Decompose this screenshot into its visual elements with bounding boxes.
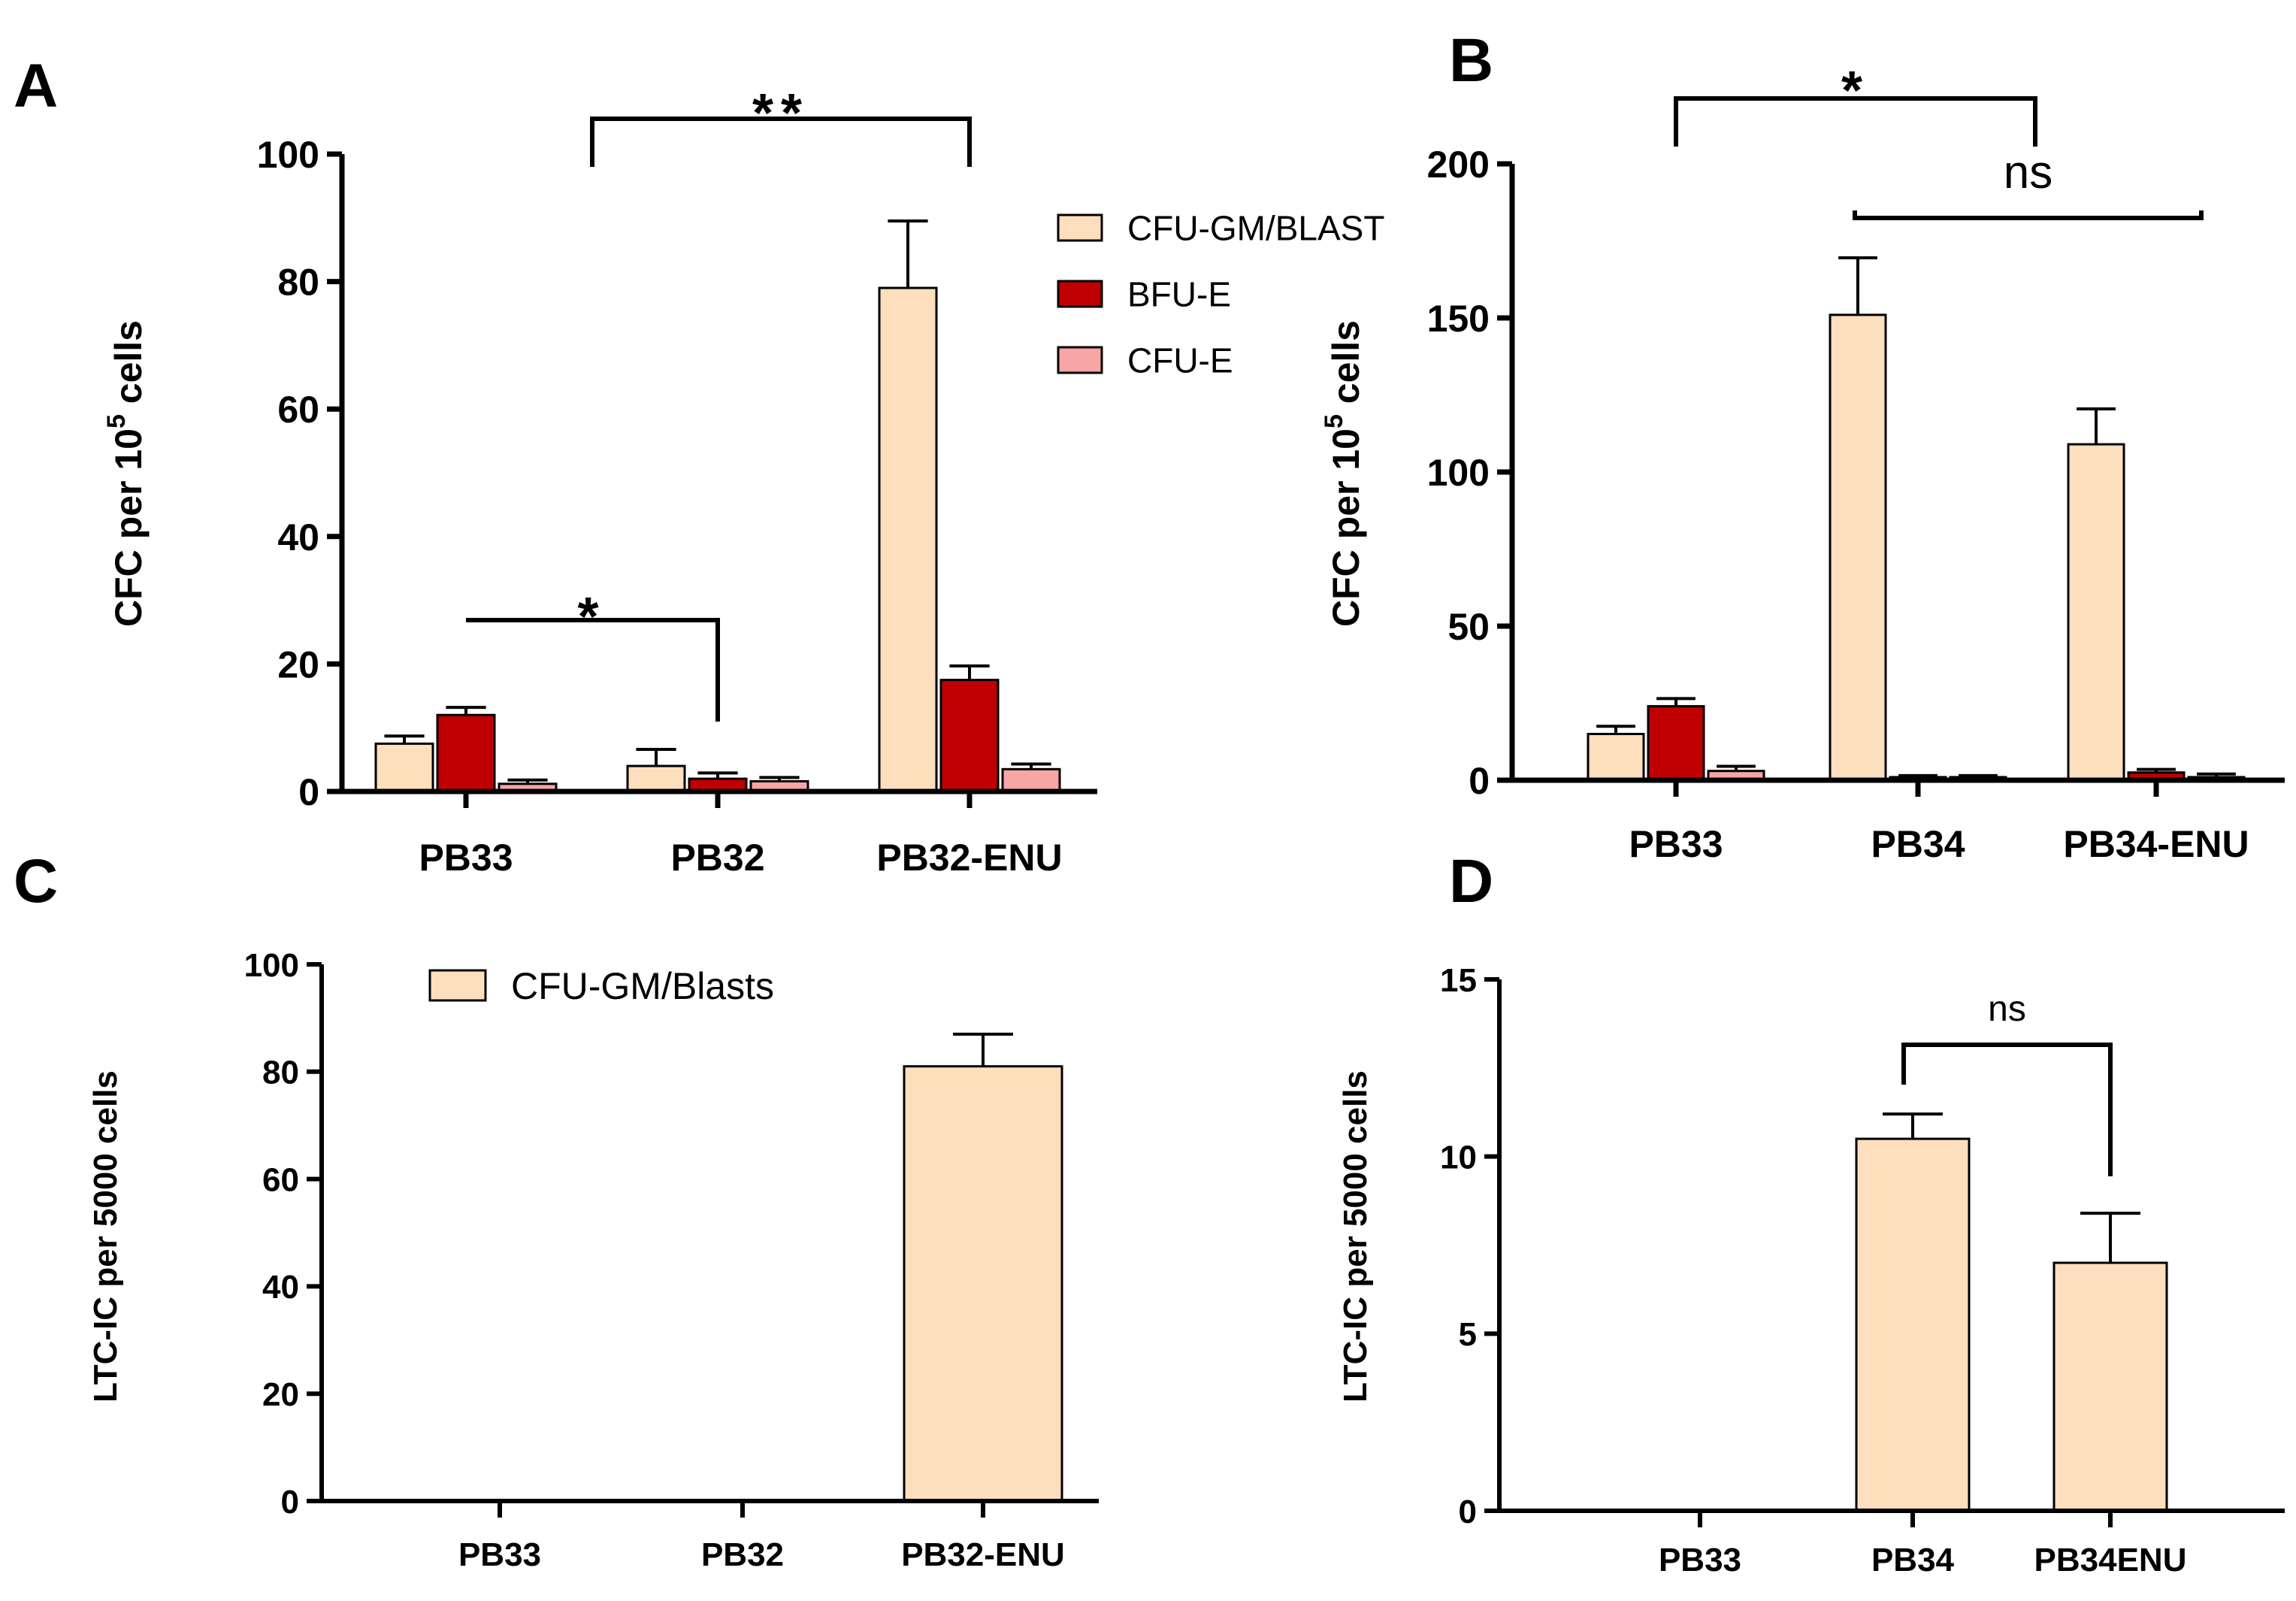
chart-panel-d: 0 5 10 15 PB33 PB34 PB34ENU ns bbox=[1440, 962, 2285, 1578]
y-tick-label: 100 bbox=[1427, 452, 1490, 494]
y-tick-label: 60 bbox=[277, 389, 319, 431]
significance-label: ** bbox=[752, 83, 809, 144]
y-axis-title-b-base: CFC per 10 bbox=[1325, 428, 1367, 627]
y-axis-title-c: LTC-IC per 5000 cells bbox=[87, 1070, 124, 1403]
legend-label: CFU-GM/Blasts bbox=[511, 965, 774, 1007]
y-tick-label: 200 bbox=[1427, 144, 1490, 186]
bar-pb32-enu-series-0 bbox=[903, 1065, 1063, 1503]
panel-letter-d: D bbox=[1449, 847, 1493, 916]
legend-swatch bbox=[1057, 346, 1103, 374]
legend-swatch bbox=[1057, 280, 1103, 308]
legend-swatch bbox=[428, 969, 487, 1002]
y-tick-label: 0 bbox=[281, 1484, 299, 1521]
y-tick-label: 40 bbox=[262, 1269, 299, 1306]
legend: CFU-GM/Blasts bbox=[428, 965, 774, 1007]
significance-bracket bbox=[1901, 1043, 2113, 1176]
chart-panel-b: 0 50 100 150 200 PB33 PB34 PB34-ENU * ns bbox=[1427, 61, 2285, 865]
y-tick-label: 60 bbox=[262, 1161, 299, 1198]
y-tick-label: 20 bbox=[262, 1376, 299, 1413]
x-tick-label: PB33 bbox=[1629, 823, 1723, 865]
panel-letter-b: B bbox=[1449, 26, 1493, 95]
x-tick-label: PB32-ENU bbox=[901, 1536, 1065, 1573]
bar-pb34enu-series-0 bbox=[2052, 1261, 2168, 1512]
y-tick-label: 150 bbox=[1427, 298, 1490, 340]
y-tick-label: 0 bbox=[1459, 1494, 1477, 1530]
bar-pb32-enu-series-1 bbox=[939, 679, 1000, 793]
legend-swatch bbox=[1057, 213, 1103, 242]
y-tick-label: 50 bbox=[1447, 606, 1490, 648]
y-tick-label: 100 bbox=[257, 134, 319, 176]
y-axis-title-a-tail: cells bbox=[107, 320, 150, 414]
x-tick-label: PB33 bbox=[458, 1536, 541, 1573]
legend-label: CFU-GM/BLAST bbox=[1127, 209, 1384, 248]
x-tick-label: PB34ENU bbox=[2034, 1542, 2187, 1578]
x-tick-label: PB32 bbox=[701, 1536, 784, 1573]
bar-pb34-series-0 bbox=[1855, 1137, 1971, 1512]
bar-pb33-series-0 bbox=[1587, 733, 1645, 782]
y-tick-label: 20 bbox=[277, 643, 319, 685]
legend-label: BFU-E bbox=[1127, 275, 1231, 314]
significance-bracket bbox=[1853, 210, 2204, 220]
bar-pb32-enu-series-0 bbox=[878, 286, 938, 793]
x-tick-label: PB33 bbox=[419, 837, 513, 879]
x-tick-label: PB34-ENU bbox=[2063, 823, 2249, 865]
y-axis-title-b-sup: 5 bbox=[1320, 414, 1348, 428]
bar-pb32-series-0 bbox=[626, 764, 686, 793]
x-tick-label: PB32-ENU bbox=[876, 837, 1062, 879]
significance-label: * bbox=[577, 587, 606, 647]
significance-bracket bbox=[1674, 96, 2037, 147]
y-tick-label: 80 bbox=[262, 1055, 299, 1091]
y-tick-label: 5 bbox=[1459, 1316, 1477, 1353]
y-axis-title-b: CFC per 105 cells bbox=[1320, 320, 1367, 627]
bar-pb32-enu-series-2 bbox=[1001, 767, 1061, 793]
legend-label: CFU-E bbox=[1127, 341, 1233, 380]
significance-bracket bbox=[466, 618, 720, 722]
x-tick-label: PB33 bbox=[1659, 1542, 1741, 1578]
y-tick-label: 40 bbox=[277, 516, 319, 558]
significance-bracket bbox=[590, 117, 972, 167]
bar-pb34-series-0 bbox=[1829, 313, 1887, 782]
significance-label: ns bbox=[1988, 989, 2026, 1029]
chart-panel-c: 0 20 40 60 80 100 PB33 PB32 PB32-ENU CFU-GM/Blast… bbox=[244, 947, 1099, 1573]
x-tick-label: PB34 bbox=[1871, 823, 1965, 865]
panel-letter-a: A bbox=[14, 52, 58, 120]
panel-letter-c: C bbox=[14, 847, 58, 916]
significance-label: ns bbox=[2004, 147, 2052, 198]
y-tick-label: 15 bbox=[1440, 962, 1477, 999]
significance-label: * bbox=[1841, 61, 1870, 121]
bar-pb33-series-0 bbox=[374, 742, 434, 793]
y-axis-title-a-sup: 5 bbox=[102, 414, 131, 428]
y-axis-title-a: CFC per 105 cells bbox=[102, 320, 150, 627]
x-tick-label: PB34 bbox=[1871, 1542, 1955, 1578]
chart-panel-a: 0 20 40 60 80 100 PB33 PB32 PB32-ENU CFU-GM/BLAST… bbox=[257, 83, 1385, 879]
y-axis-title-b-tail: cells bbox=[1325, 320, 1367, 414]
legend: CFU-GM/BLAST BFU-E CFU-E bbox=[1057, 209, 1384, 380]
y-tick-label: 10 bbox=[1440, 1139, 1477, 1176]
y-tick-label: 100 bbox=[244, 947, 299, 984]
x-tick-label: PB32 bbox=[670, 837, 764, 879]
y-axis-title-a-base: CFC per 10 bbox=[107, 428, 150, 627]
y-axis-title-d: LTC-IC per 5000 cells bbox=[1337, 1070, 1374, 1403]
y-tick-label: 0 bbox=[1469, 760, 1490, 802]
bar-pb33-series-1 bbox=[1647, 705, 1705, 782]
y-tick-label: 0 bbox=[298, 771, 319, 813]
bar-pb34-enu-series-0 bbox=[2067, 443, 2125, 782]
y-tick-label: 80 bbox=[277, 262, 319, 304]
bar-pb33-series-1 bbox=[436, 713, 496, 793]
